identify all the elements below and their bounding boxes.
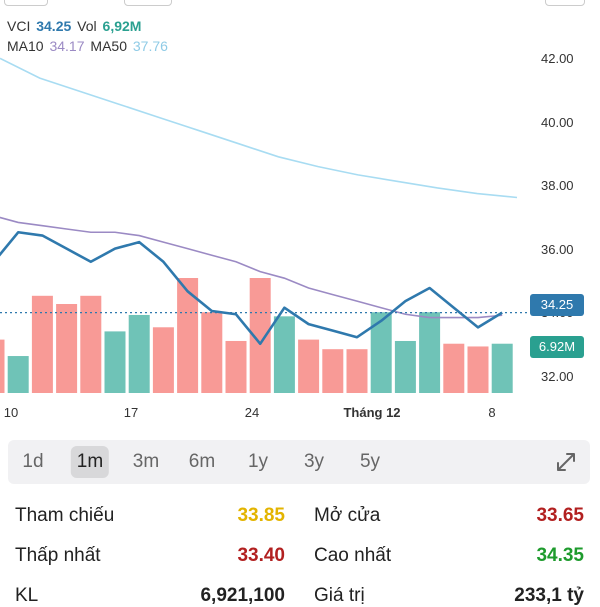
x-tick-month: Tháng 12: [343, 405, 401, 420]
vol-label: Vol: [77, 18, 97, 34]
volume-bar: [225, 340, 247, 393]
high-value: 34.35: [536, 545, 584, 566]
x-tick: 17: [123, 405, 139, 420]
x-tick: 24: [244, 405, 260, 420]
cropped-button-center[interactable]: [124, 0, 172, 6]
low-label: Thấp nhất: [15, 545, 101, 566]
ma50-line: [0, 57, 518, 199]
volume-bar: [419, 312, 441, 393]
y-tick: 40.00: [541, 115, 574, 130]
tab-1y[interactable]: 1y: [247, 451, 269, 472]
gt-label: Giá trị: [314, 585, 365, 606]
price-line: [0, 230, 503, 346]
y-tick: 38.00: [541, 178, 574, 193]
tab-5y[interactable]: 5y: [359, 451, 381, 472]
volume-bar: [249, 278, 271, 393]
open-label: Mở cửa: [314, 505, 381, 526]
ma50-value: 37.76: [132, 38, 168, 54]
ma10-value: 34.17: [49, 38, 85, 54]
high-label: Cao nhất: [314, 545, 392, 566]
ref-label: Tham chiếu: [15, 505, 115, 526]
low-value: 33.40: [237, 545, 285, 566]
volume-bar: [443, 343, 465, 393]
cropped-button-right[interactable]: [545, 0, 585, 6]
volume-bar: [298, 339, 320, 393]
volume-bar: [152, 327, 174, 393]
symbol-value: 34.25: [36, 18, 72, 34]
volume-bar: [177, 278, 199, 393]
ma50-label: MA50: [90, 38, 127, 54]
last-volume-tag: 6.92M: [530, 336, 584, 358]
chart-legend-line2: MA10 34.17 MA50 37.76: [7, 38, 170, 54]
y-tick: 32.00: [541, 369, 574, 384]
kl-value: 6,921,100: [200, 585, 285, 606]
x-tick: 10: [3, 405, 19, 420]
volume-bar: [322, 349, 344, 393]
ref-value: 33.85: [237, 505, 285, 526]
ma10-label: MA10: [7, 38, 44, 54]
tab-1d[interactable]: 1d: [22, 451, 44, 472]
volume-bar: [56, 304, 78, 393]
volume-bar: [467, 346, 489, 393]
tab-3m[interactable]: 3m: [132, 451, 160, 472]
tab-1m[interactable]: 1m: [70, 446, 110, 478]
volume-bar: [273, 316, 295, 393]
volume-bar: [7, 356, 29, 393]
volume-bar: [104, 331, 126, 393]
tab-6m[interactable]: 6m: [188, 451, 216, 472]
open-value: 33.65: [536, 505, 584, 526]
chart-legend-line1: VCI 34.25 Vol 6,92M: [7, 18, 143, 34]
volume-bar: [394, 340, 416, 393]
volume-bar: [31, 295, 53, 393]
symbol-label: VCI: [7, 18, 31, 34]
x-tick: 8: [488, 405, 496, 420]
ma10-line: [0, 216, 503, 319]
tab-3y[interactable]: 3y: [303, 451, 325, 472]
y-tick: 36.00: [541, 242, 574, 257]
vol-value: 6,92M: [102, 18, 142, 34]
volume-bar: [346, 349, 368, 393]
y-tick: 42.00: [541, 51, 574, 66]
volume-bar: [128, 314, 150, 393]
volume-bar: [80, 295, 102, 393]
volume-bar: [491, 343, 513, 393]
kl-label: KL: [15, 585, 39, 606]
volume-bar: [370, 312, 392, 393]
gt-value: 233,1 tỷ: [514, 585, 584, 606]
price-chart[interactable]: [0, 0, 600, 430]
volume-bar: [0, 339, 5, 393]
volume-bar: [201, 312, 223, 393]
expand-icon[interactable]: [555, 451, 577, 473]
cropped-button-left[interactable]: [4, 0, 48, 6]
last-price-tag: 34.25: [530, 294, 584, 316]
